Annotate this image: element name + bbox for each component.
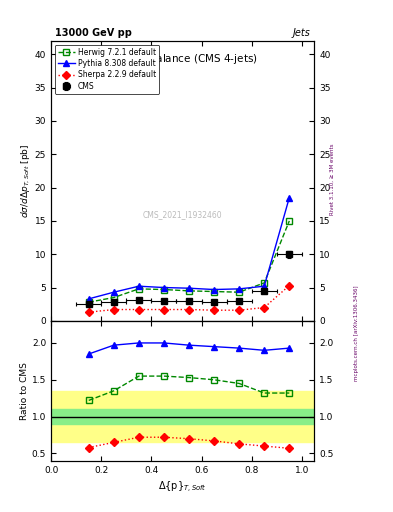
Y-axis label: Ratio to CMS: Ratio to CMS: [20, 362, 29, 420]
Text: Rivet 3.1.10, ≥ 3M events: Rivet 3.1.10, ≥ 3M events: [330, 143, 335, 215]
Pythia 8.308 default: [162, 285, 166, 291]
Herwig 7.2.1 default: [237, 289, 242, 295]
Herwig 7.2.1 default: [112, 294, 116, 301]
Sherpa 2.2.9 default: [212, 307, 217, 313]
Line: Pythia 8.308 default: Pythia 8.308 default: [86, 195, 292, 302]
Sherpa 2.2.9 default: [237, 307, 242, 313]
Herwig 7.2.1 default: [86, 299, 91, 305]
Pythia 8.308 default: [136, 283, 141, 289]
Pythia 8.308 default: [287, 195, 292, 201]
Herwig 7.2.1 default: [212, 288, 217, 294]
Pythia 8.308 default: [112, 289, 116, 295]
Bar: [51, 391, 314, 442]
Text: 13000 GeV pp: 13000 GeV pp: [55, 28, 132, 38]
Pythia 8.308 default: [187, 285, 191, 291]
Text: CMS_2021_I1932460: CMS_2021_I1932460: [143, 210, 222, 219]
Herwig 7.2.1 default: [136, 286, 141, 292]
Sherpa 2.2.9 default: [112, 307, 116, 313]
Herwig 7.2.1 default: [162, 286, 166, 292]
Text: Dijet $p_T$ balance (CMS 4-jets): Dijet $p_T$ balance (CMS 4-jets): [107, 52, 258, 66]
Herwig 7.2.1 default: [262, 280, 266, 286]
Sherpa 2.2.9 default: [287, 283, 292, 289]
Herwig 7.2.1 default: [187, 288, 191, 294]
Y-axis label: $d\sigma/d\Delta{p}_{T,Soft}$ [pb]: $d\sigma/d\Delta{p}_{T,Soft}$ [pb]: [19, 144, 32, 218]
Sherpa 2.2.9 default: [162, 307, 166, 313]
Sherpa 2.2.9 default: [86, 309, 91, 315]
Pythia 8.308 default: [86, 296, 91, 302]
Bar: [51, 409, 314, 424]
Text: mcplots.cern.ch [arXiv:1306.3436]: mcplots.cern.ch [arXiv:1306.3436]: [354, 285, 359, 380]
Sherpa 2.2.9 default: [187, 307, 191, 313]
Herwig 7.2.1 default: [287, 218, 292, 224]
Sherpa 2.2.9 default: [262, 305, 266, 311]
Pythia 8.308 default: [237, 286, 242, 292]
Pythia 8.308 default: [212, 286, 217, 292]
Pythia 8.308 default: [262, 283, 266, 289]
X-axis label: $\Delta\{{\rm p}\}_{T,Soft}$: $\Delta\{{\rm p}\}_{T,Soft}$: [158, 480, 207, 495]
Legend: Herwig 7.2.1 default, Pythia 8.308 default, Sherpa 2.2.9 default, CMS: Herwig 7.2.1 default, Pythia 8.308 defau…: [55, 45, 159, 94]
Sherpa 2.2.9 default: [136, 307, 141, 313]
Line: Herwig 7.2.1 default: Herwig 7.2.1 default: [86, 218, 292, 305]
Line: Sherpa 2.2.9 default: Sherpa 2.2.9 default: [86, 283, 292, 315]
Text: Jets: Jets: [293, 28, 310, 38]
